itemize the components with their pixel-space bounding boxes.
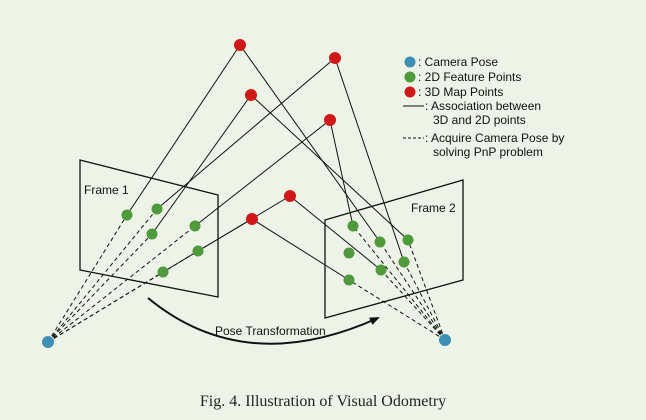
pnp-line [380, 269, 446, 341]
pnp-line [47, 208, 158, 343]
legend-camera-label: : Camera Pose [418, 55, 498, 69]
frame-2-plane [324, 179, 464, 319]
pose-transformation-arrow [147, 297, 380, 345]
feature-point [343, 274, 355, 286]
association-line [289, 195, 382, 271]
legend-pnp-label-line2: solving PnP problem [433, 145, 543, 159]
legend-camera-marker [404, 56, 416, 68]
legend-association-label: : Association between [425, 99, 541, 113]
feature-point [374, 236, 386, 248]
feature-point [121, 209, 133, 221]
pose-transformation-label: Pose Transformation [215, 324, 326, 338]
feature-point [151, 203, 163, 215]
map-point [324, 114, 336, 126]
pnp-line [407, 239, 446, 341]
pnp-line [47, 225, 196, 343]
pnp-line [352, 225, 446, 341]
legend: : Camera Pose : 2D Feature Points : 3D M… [403, 55, 564, 159]
association-line [156, 57, 336, 210]
feature-points [121, 203, 414, 286]
association-line [329, 119, 354, 227]
pnp-line [379, 241, 446, 341]
association-line [197, 218, 253, 252]
legend-map-marker [404, 86, 416, 98]
pnp-line [348, 279, 446, 341]
legend-map-label: : 3D Map Points [418, 85, 503, 99]
legend-pnp-label: : Acquire Camera Pose by [425, 131, 564, 145]
pnp-line [47, 271, 164, 343]
pnp-line [47, 233, 153, 343]
visual-odometry-diagram: Frame 1 Frame 2 [42, 39, 564, 348]
frame-2-label: Frame 2 [411, 201, 456, 215]
pnp-line [47, 214, 128, 343]
camera-pose-1 [42, 336, 54, 348]
association-line [194, 119, 331, 227]
association-line [151, 94, 252, 235]
map-point [284, 190, 296, 202]
feature-point [146, 228, 158, 240]
association-line [239, 44, 381, 243]
feature-point [192, 245, 204, 257]
feature-point [375, 264, 387, 276]
feature-point [347, 220, 359, 232]
frame-1-plane [79, 159, 219, 298]
camera-poses [42, 334, 451, 348]
map-point [234, 39, 246, 51]
map-point [246, 213, 258, 225]
legend-feature-label: : 2D Feature Points [418, 70, 521, 84]
association-line [250, 94, 409, 241]
pnp-line [403, 261, 446, 341]
association-lines [126, 44, 409, 281]
figure-caption: Fig. 4. Illustration of Visual Odometry [199, 393, 447, 410]
feature-point [402, 234, 414, 246]
feature-point [157, 266, 169, 278]
association-line [334, 57, 405, 263]
association-line [126, 44, 241, 216]
map-point [329, 52, 341, 64]
frame-1-label: Frame 1 [84, 183, 129, 197]
pnp-lines [47, 208, 446, 343]
feature-point [398, 256, 410, 268]
association-line [251, 218, 350, 281]
map-point [245, 89, 257, 101]
feature-point [343, 247, 355, 259]
legend-association-label-line2: 3D and 2D points [433, 113, 526, 127]
feature-point [189, 220, 201, 232]
legend-feature-marker [404, 71, 416, 83]
map-points [234, 39, 341, 225]
camera-pose-2 [439, 334, 451, 346]
